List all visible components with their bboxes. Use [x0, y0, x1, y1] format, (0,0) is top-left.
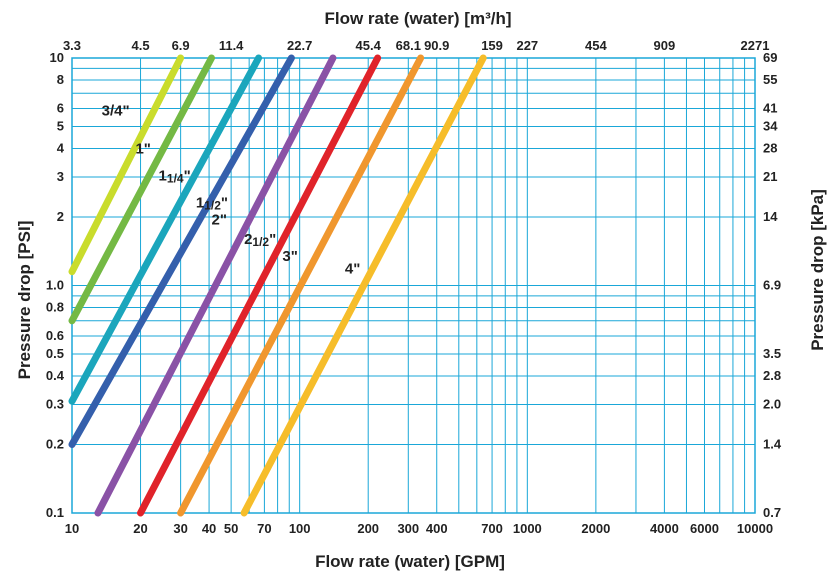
y-tick-label-right: 2.8: [763, 368, 781, 383]
x-tick-label-bottom: 400: [426, 521, 448, 536]
x-tick-label-bottom: 20: [133, 521, 147, 536]
x-tick-label-top: 90.9: [424, 38, 449, 53]
x-axis-title-bottom: Flow rate (water) [GPM]: [315, 552, 505, 571]
x-tick-label-top: 2271: [741, 38, 770, 53]
y-tick-label-left: 0.3: [46, 396, 64, 411]
y-tick-label-left: 0.1: [46, 505, 64, 520]
y-tick-label-right: 0.7: [763, 505, 781, 520]
series-label: 3/4": [102, 102, 130, 119]
x-tick-label-bottom: 30: [173, 521, 187, 536]
series-label: 2": [212, 212, 227, 229]
x-tick-label-bottom: 700: [481, 521, 503, 536]
x-tick-label-top: 454: [585, 38, 607, 53]
y-tick-label-left: 0.5: [46, 346, 64, 361]
y-tick-label-left: 0.2: [46, 437, 64, 452]
series-line: [177, 54, 425, 517]
tick-labels: 10 20 30 40 50 70 100 200 300 400 700 1000 2000 4000 6…: [46, 38, 782, 536]
series-label: 3": [282, 248, 297, 265]
x-tick-label-top: 68.1: [396, 38, 421, 53]
y-axis-title-right: Pressure drop [kPa]: [808, 189, 827, 351]
x-tick-label-bottom: 1000: [513, 521, 542, 536]
y-axis-title-left: Pressure drop [PSI]: [15, 221, 34, 380]
x-tick-label-top: 227: [516, 38, 538, 53]
series-line: [94, 54, 337, 517]
y-tick-label-right: 1.4: [763, 437, 782, 452]
series-labels: 3/4" 1" 11/4" 11/2"2" 21/2" 3" 4": [102, 102, 361, 277]
x-tick-label-bottom: 10: [65, 521, 79, 536]
x-tick-label-bottom: 50: [224, 521, 238, 536]
x-tick-label-top: 11.4: [219, 38, 244, 53]
y-tick-label-left: 0.6: [46, 328, 64, 343]
y-tick-label-left: 2: [57, 209, 64, 224]
x-tick-label-bottom: 100: [289, 521, 311, 536]
series-line: [68, 54, 185, 276]
y-tick-label-left: 6: [57, 100, 64, 115]
y-tick-label-left: 4: [57, 141, 65, 156]
series-label: 21/2": [244, 231, 276, 249]
x-tick-label-bottom: 4000: [650, 521, 679, 536]
series-label: 1": [135, 141, 150, 158]
y-tick-label-right: 3.5: [763, 346, 781, 361]
y-tick-label-right: 14: [763, 209, 778, 224]
x-tick-label-top: 4.5: [131, 38, 149, 53]
y-tick-label-left: 0.4: [46, 368, 65, 383]
series-label: 4": [345, 260, 360, 277]
series-label: 11/2": [196, 195, 228, 213]
series-line: [68, 54, 263, 405]
x-tick-label-bottom: 300: [397, 521, 419, 536]
series-line: [68, 54, 295, 449]
series-label: 11/4": [159, 167, 191, 185]
y-tick-label-left: 1.0: [46, 278, 64, 293]
series-line: [137, 54, 382, 517]
x-tick-label-bottom: 2000: [581, 521, 610, 536]
x-tick-label-bottom: 10000: [737, 521, 773, 536]
y-tick-label-left: 3: [57, 169, 64, 184]
y-tick-label-right: 34: [763, 118, 778, 133]
plot-frame: [71, 57, 756, 514]
series-line: [240, 54, 487, 517]
x-tick-label-top: 22.7: [287, 38, 312, 53]
series-line: [68, 54, 216, 325]
x-axis-title-top: Flow rate (water) [m³/h]: [324, 9, 511, 28]
x-tick-label-top: 3.3: [63, 38, 81, 53]
y-tick-label-right: 2.0: [763, 396, 781, 411]
x-tick-label-top: 909: [654, 38, 676, 53]
y-tick-label-right: 41: [763, 100, 777, 115]
y-tick-label-left: 8: [57, 72, 64, 87]
series-lines: [68, 54, 487, 517]
x-tick-label-top: 6.9: [172, 38, 190, 53]
x-tick-label-top: 45.4: [356, 38, 382, 53]
y-tick-label-left: 5: [57, 118, 64, 133]
x-tick-label-bottom: 6000: [690, 521, 719, 536]
y-tick-label-left: 0.8: [46, 300, 64, 315]
y-tick-label-right: 69: [763, 50, 777, 65]
y-tick-label-right: 21: [763, 169, 777, 184]
y-tick-label-left: 10: [50, 50, 64, 65]
x-tick-label-bottom: 70: [257, 521, 271, 536]
x-tick-label-top: 159: [481, 38, 503, 53]
y-tick-label-right: 55: [763, 72, 777, 87]
x-tick-label-bottom: 40: [202, 521, 216, 536]
x-tick-label-bottom: 200: [357, 521, 379, 536]
y-tick-label-right: 6.9: [763, 278, 781, 293]
y-tick-label-right: 28: [763, 141, 777, 156]
